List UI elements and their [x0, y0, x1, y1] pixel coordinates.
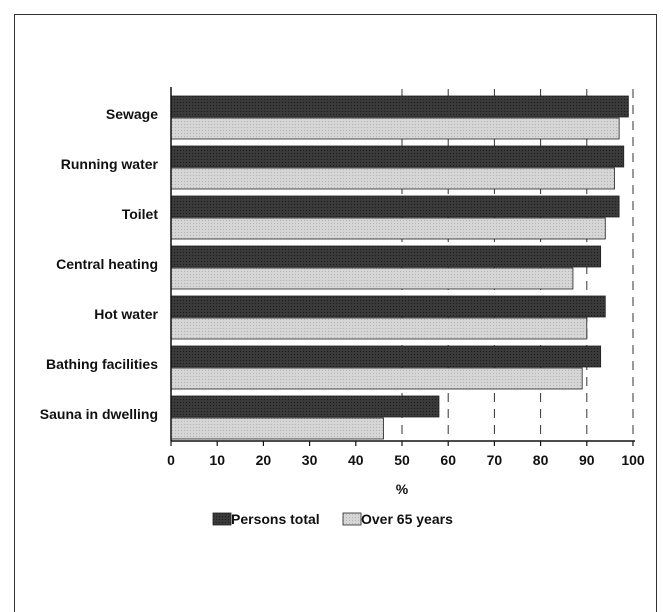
bar-central-heating-over-65-years [170, 267, 574, 290]
category-label: Toilet [122, 206, 159, 222]
bar-hot-water-persons-total [170, 295, 606, 318]
bar-sewage-persons-total [170, 95, 629, 118]
bar-running-water-over-65-years [170, 167, 615, 190]
bar-sauna-in-dwelling-over-65-years [170, 417, 384, 440]
x-tick-label: 20 [256, 452, 272, 468]
axes [170, 87, 635, 446]
x-tick-label: 30 [302, 452, 318, 468]
bar-bathing-facilities-over-65-years [170, 367, 583, 390]
bar-bathing-facilities-persons-total [170, 345, 602, 368]
category-label: Hot water [94, 306, 158, 322]
bar-central-heating-persons-total [170, 245, 602, 268]
x-tick-label: 100 [621, 452, 645, 468]
bar-toilet-over-65-years [170, 217, 606, 240]
bar-hot-water-over-65-years [170, 317, 588, 340]
x-tick-label: 70 [487, 452, 503, 468]
bar-running-water-persons-total [170, 145, 625, 168]
x-tick-label: 10 [209, 452, 225, 468]
x-tick-label: 40 [348, 452, 364, 468]
x-tick-label: 0 [167, 452, 175, 468]
category-label: Bathing facilities [46, 356, 158, 372]
legend-swatch-over-65-years [342, 512, 362, 526]
category-label: Central heating [56, 256, 158, 272]
bar-toilet-persons-total [170, 195, 620, 218]
legend-swatch-persons-total [212, 512, 232, 526]
bars [170, 95, 629, 440]
x-tick-label: 90 [579, 452, 595, 468]
category-label: Sewage [106, 106, 158, 122]
x-tick-labels: 0 10 20 30 40 50 60 70 80 90 100 [167, 452, 645, 468]
bar-sewage-over-65-years [170, 117, 620, 140]
category-labels: Sewage Running water Toilet Central heating… [40, 106, 159, 422]
category-label: Sauna in dwelling [40, 406, 158, 422]
x-tick-label: 50 [394, 452, 410, 468]
category-label: Running water [61, 156, 159, 172]
x-axis-title: % [396, 481, 409, 497]
legend-label-persons-total: Persons total [231, 511, 320, 527]
legend: Persons total Over 65 years [212, 511, 453, 527]
x-tick-label: 60 [440, 452, 456, 468]
legend-label-over-65-years: Over 65 years [361, 511, 453, 527]
bar-sauna-in-dwelling-persons-total [170, 395, 440, 418]
x-tick-label: 80 [533, 452, 549, 468]
